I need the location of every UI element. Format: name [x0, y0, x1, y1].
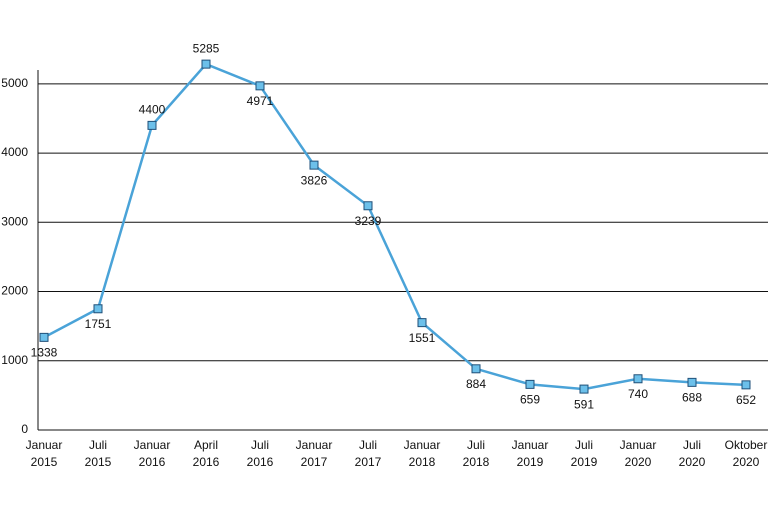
x-tick-label: Januar 2016: [134, 438, 171, 469]
data-point: [579, 384, 589, 394]
data-label: 1551: [409, 331, 436, 345]
x-tick-label: Juli 2019: [571, 438, 598, 469]
x-tick-label: Januar 2020: [620, 438, 657, 469]
data-point: [417, 318, 427, 328]
data-point: [255, 81, 265, 91]
x-tick-label: Juli 2015: [85, 438, 112, 469]
data-label: 659: [520, 393, 540, 407]
data-label: 4400: [139, 103, 166, 117]
x-tick-label: Oktober 2020: [725, 438, 768, 469]
data-label: 591: [574, 397, 594, 411]
data-label: 5285: [193, 41, 220, 55]
data-point: [363, 201, 373, 211]
y-tick-label: 0: [21, 422, 28, 436]
y-tick-label: 1000: [1, 353, 28, 367]
y-tick-label: 4000: [1, 145, 28, 159]
data-label: 4971: [247, 94, 274, 108]
y-tick-label: 3000: [1, 214, 28, 228]
x-tick-label: Januar 2018: [404, 438, 441, 469]
data-point: [39, 332, 49, 342]
x-tick-label: Januar 2017: [296, 438, 333, 469]
data-label: 3239: [355, 214, 382, 228]
data-point: [525, 379, 535, 389]
data-point: [93, 304, 103, 314]
x-tick-label: Juli 2020: [679, 438, 706, 469]
data-label: 688: [682, 391, 702, 405]
x-tick-label: Juli 2018: [463, 438, 490, 469]
x-tick-label: Juli 2016: [247, 438, 274, 469]
y-tick-label: 2000: [1, 284, 28, 298]
data-point: [687, 377, 697, 387]
x-tick-label: Juli 2017: [355, 438, 382, 469]
x-tick-label: Januar 2015: [26, 438, 63, 469]
data-point: [471, 364, 481, 374]
data-label: 652: [736, 393, 756, 407]
data-point: [309, 160, 319, 170]
y-tick-label: 5000: [1, 76, 28, 90]
data-point: [201, 59, 211, 69]
data-point: [147, 120, 157, 130]
data-label: 740: [628, 387, 648, 401]
data-point: [633, 374, 643, 384]
data-label: 1751: [85, 317, 112, 331]
x-tick-label: April 2016: [193, 438, 220, 469]
data-line: [43, 62, 747, 391]
data-label: 1338: [31, 346, 58, 360]
data-label: 884: [466, 377, 486, 391]
data-point: [741, 380, 751, 390]
x-tick-label: Januar 2019: [512, 438, 549, 469]
data-label: 3826: [301, 173, 328, 187]
